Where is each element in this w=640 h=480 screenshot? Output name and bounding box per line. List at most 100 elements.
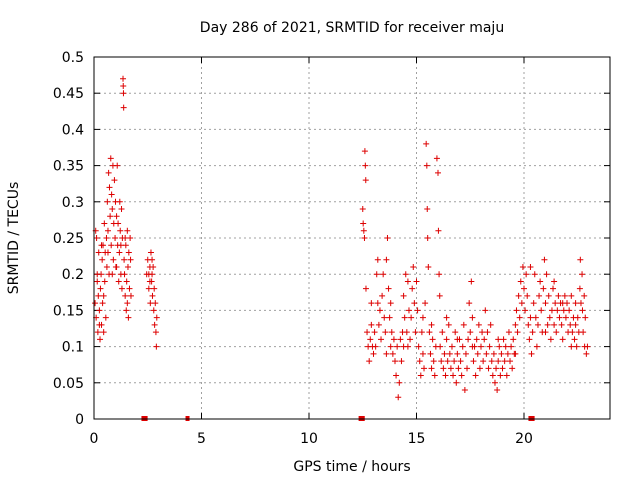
data-point	[443, 336, 450, 343]
data-point	[107, 155, 114, 162]
data-point	[498, 350, 505, 357]
data-point	[121, 271, 128, 278]
y-axis-label: SRMTID / TECUs	[6, 182, 22, 295]
data-point	[560, 307, 567, 314]
y-tick-label: 0.15	[53, 303, 84, 319]
y-tick-label: 0.35	[53, 159, 84, 175]
data-point	[97, 336, 104, 343]
data-point	[505, 329, 512, 336]
data-point	[433, 155, 440, 162]
data-point	[474, 350, 481, 357]
data-point	[472, 372, 479, 379]
data-point	[415, 343, 422, 350]
data-point	[104, 198, 111, 205]
data-point	[579, 307, 586, 314]
data-point	[542, 300, 549, 307]
data-point	[478, 343, 484, 350]
data-point	[543, 271, 550, 278]
data-point	[96, 321, 103, 328]
data-point	[584, 343, 591, 350]
data-point	[488, 358, 495, 365]
y-tick-label: 0.45	[53, 86, 84, 102]
data-point	[114, 162, 121, 169]
data-point	[424, 206, 431, 213]
data-point	[102, 314, 109, 321]
data-point	[398, 358, 405, 365]
data-point	[475, 321, 482, 328]
data-point	[362, 162, 369, 169]
data-point	[100, 329, 107, 336]
data-point	[368, 300, 375, 307]
data-point	[396, 379, 403, 386]
y-tick-label: 0.4	[62, 122, 84, 138]
y-tick-label: 0.2	[62, 267, 84, 283]
data-point	[568, 292, 575, 299]
y-tick-label: 0.1	[62, 340, 84, 356]
data-point	[372, 343, 379, 350]
data-point	[419, 350, 426, 357]
data-point	[491, 379, 498, 386]
data-point	[533, 343, 540, 350]
data-point	[470, 358, 477, 365]
data-point	[109, 271, 116, 278]
data-point	[421, 365, 428, 372]
data-point	[103, 235, 110, 241]
data-point	[395, 394, 402, 401]
data-point	[99, 300, 106, 307]
data-point	[487, 321, 494, 328]
data-point	[521, 285, 527, 292]
data-point	[116, 198, 123, 205]
data-point	[122, 235, 129, 241]
data-point	[375, 321, 382, 328]
data-point	[527, 263, 534, 270]
data-point	[573, 343, 580, 350]
data-point	[374, 300, 381, 307]
y-tick-label: 0.5	[62, 50, 84, 66]
data-point	[419, 314, 426, 321]
data-point	[97, 285, 104, 292]
data-point	[389, 350, 396, 357]
data-point	[529, 329, 536, 336]
data-point	[481, 336, 488, 343]
data-point	[473, 336, 480, 343]
data-point	[417, 372, 424, 379]
data-point	[453, 379, 460, 386]
data-point	[416, 358, 423, 365]
data-point	[439, 329, 446, 336]
data-point	[542, 329, 549, 336]
data-point	[522, 307, 529, 314]
data-point	[537, 278, 544, 285]
data-point	[120, 90, 127, 97]
data-point	[94, 329, 101, 336]
data-point	[496, 343, 503, 350]
data-point	[117, 227, 124, 234]
data-point	[113, 263, 120, 270]
data-point	[127, 292, 134, 299]
data-point	[386, 314, 393, 321]
data-point	[407, 336, 414, 343]
data-point	[518, 300, 525, 307]
data-point	[127, 256, 134, 263]
data-point	[105, 169, 112, 176]
data-point	[381, 314, 388, 321]
data-point	[531, 271, 538, 278]
data-point	[101, 220, 108, 227]
data-point	[509, 365, 516, 372]
data-point	[150, 307, 157, 314]
data-point	[360, 227, 367, 234]
data-point	[402, 271, 409, 278]
data-point	[379, 292, 386, 299]
data-point	[485, 365, 492, 372]
data-point	[93, 235, 100, 241]
data-point	[466, 300, 473, 307]
data-point	[446, 350, 453, 357]
data-point	[110, 256, 117, 263]
data-point	[580, 329, 587, 336]
data-point	[490, 350, 497, 357]
data-point	[109, 206, 116, 213]
data-point	[561, 292, 568, 299]
data-point	[461, 387, 468, 394]
data-point	[392, 358, 398, 365]
data-point	[569, 329, 576, 336]
axis-ticks	[93, 56, 610, 420]
